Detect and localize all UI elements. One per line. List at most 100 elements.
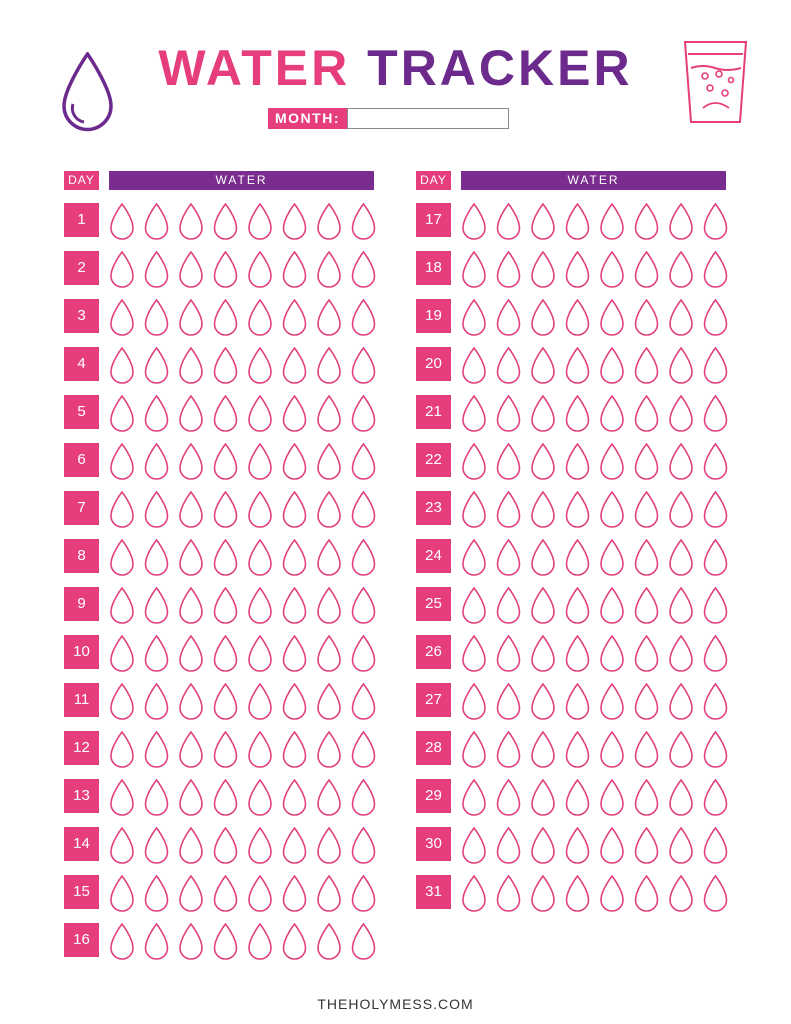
water-drop-checkbox[interactable] <box>565 251 590 288</box>
water-drop-checkbox[interactable] <box>669 443 693 480</box>
water-drop-checkbox[interactable] <box>565 683 590 720</box>
water-drop-checkbox[interactable] <box>531 731 555 768</box>
water-drop-checkbox[interactable] <box>496 539 521 576</box>
water-drop-checkbox[interactable] <box>531 539 555 576</box>
water-drop-checkbox[interactable] <box>531 635 555 672</box>
water-drop-checkbox[interactable] <box>110 923 134 960</box>
water-drop-checkbox[interactable] <box>634 875 659 912</box>
water-drop-checkbox[interactable] <box>248 779 272 816</box>
water-drop-checkbox[interactable] <box>496 875 521 912</box>
water-drop-checkbox[interactable] <box>703 827 728 864</box>
water-drop-checkbox[interactable] <box>669 827 693 864</box>
water-drop-checkbox[interactable] <box>282 683 307 720</box>
water-drop-checkbox[interactable] <box>634 251 659 288</box>
water-drop-checkbox[interactable] <box>462 491 486 528</box>
water-drop-checkbox[interactable] <box>565 875 590 912</box>
water-drop-checkbox[interactable] <box>600 251 624 288</box>
water-drop-checkbox[interactable] <box>531 299 555 336</box>
water-drop-checkbox[interactable] <box>317 731 341 768</box>
water-drop-checkbox[interactable] <box>213 203 238 240</box>
water-drop-checkbox[interactable] <box>531 827 555 864</box>
water-drop-checkbox[interactable] <box>248 587 272 624</box>
water-drop-checkbox[interactable] <box>565 731 590 768</box>
water-drop-checkbox[interactable] <box>703 491 728 528</box>
water-drop-checkbox[interactable] <box>248 443 272 480</box>
water-drop-checkbox[interactable] <box>351 299 376 336</box>
water-drop-checkbox[interactable] <box>703 635 728 672</box>
water-drop-checkbox[interactable] <box>213 491 238 528</box>
water-drop-checkbox[interactable] <box>248 347 272 384</box>
water-drop-checkbox[interactable] <box>496 779 521 816</box>
water-drop-checkbox[interactable] <box>496 491 521 528</box>
water-drop-checkbox[interactable] <box>248 251 272 288</box>
water-drop-checkbox[interactable] <box>144 347 169 384</box>
water-drop-checkbox[interactable] <box>669 251 693 288</box>
water-drop-checkbox[interactable] <box>110 203 134 240</box>
water-drop-checkbox[interactable] <box>282 203 307 240</box>
water-drop-checkbox[interactable] <box>462 299 486 336</box>
water-drop-checkbox[interactable] <box>179 923 203 960</box>
water-drop-checkbox[interactable] <box>179 827 203 864</box>
water-drop-checkbox[interactable] <box>282 779 307 816</box>
water-drop-checkbox[interactable] <box>634 299 659 336</box>
water-drop-checkbox[interactable] <box>213 587 238 624</box>
water-drop-checkbox[interactable] <box>144 875 169 912</box>
water-drop-checkbox[interactable] <box>703 875 728 912</box>
water-drop-checkbox[interactable] <box>110 491 134 528</box>
water-drop-checkbox[interactable] <box>144 443 169 480</box>
water-drop-checkbox[interactable] <box>565 203 590 240</box>
water-drop-checkbox[interactable] <box>634 347 659 384</box>
water-drop-checkbox[interactable] <box>213 683 238 720</box>
water-drop-checkbox[interactable] <box>110 443 134 480</box>
water-drop-checkbox[interactable] <box>213 875 238 912</box>
water-drop-checkbox[interactable] <box>248 731 272 768</box>
water-drop-checkbox[interactable] <box>282 875 307 912</box>
water-drop-checkbox[interactable] <box>531 875 555 912</box>
water-drop-checkbox[interactable] <box>179 395 203 432</box>
water-drop-checkbox[interactable] <box>600 635 624 672</box>
water-drop-checkbox[interactable] <box>462 539 486 576</box>
water-drop-checkbox[interactable] <box>600 539 624 576</box>
water-drop-checkbox[interactable] <box>703 347 728 384</box>
water-drop-checkbox[interactable] <box>600 203 624 240</box>
water-drop-checkbox[interactable] <box>634 683 659 720</box>
water-drop-checkbox[interactable] <box>496 635 521 672</box>
water-drop-checkbox[interactable] <box>179 251 203 288</box>
water-drop-checkbox[interactable] <box>248 203 272 240</box>
water-drop-checkbox[interactable] <box>317 635 341 672</box>
water-drop-checkbox[interactable] <box>110 539 134 576</box>
water-drop-checkbox[interactable] <box>317 587 341 624</box>
water-drop-checkbox[interactable] <box>282 539 307 576</box>
water-drop-checkbox[interactable] <box>565 635 590 672</box>
water-drop-checkbox[interactable] <box>462 203 486 240</box>
water-drop-checkbox[interactable] <box>703 251 728 288</box>
water-drop-checkbox[interactable] <box>179 779 203 816</box>
water-drop-checkbox[interactable] <box>110 683 134 720</box>
water-drop-checkbox[interactable] <box>110 347 134 384</box>
water-drop-checkbox[interactable] <box>351 251 376 288</box>
water-drop-checkbox[interactable] <box>179 539 203 576</box>
water-drop-checkbox[interactable] <box>317 395 341 432</box>
water-drop-checkbox[interactable] <box>703 395 728 432</box>
water-drop-checkbox[interactable] <box>351 587 376 624</box>
water-drop-checkbox[interactable] <box>462 635 486 672</box>
water-drop-checkbox[interactable] <box>600 875 624 912</box>
water-drop-checkbox[interactable] <box>496 731 521 768</box>
water-drop-checkbox[interactable] <box>179 347 203 384</box>
water-drop-checkbox[interactable] <box>144 539 169 576</box>
water-drop-checkbox[interactable] <box>600 443 624 480</box>
water-drop-checkbox[interactable] <box>144 635 169 672</box>
water-drop-checkbox[interactable] <box>144 587 169 624</box>
water-drop-checkbox[interactable] <box>600 779 624 816</box>
water-drop-checkbox[interactable] <box>600 395 624 432</box>
water-drop-checkbox[interactable] <box>317 347 341 384</box>
water-drop-checkbox[interactable] <box>669 779 693 816</box>
water-drop-checkbox[interactable] <box>110 875 134 912</box>
water-drop-checkbox[interactable] <box>600 491 624 528</box>
water-drop-checkbox[interactable] <box>496 443 521 480</box>
water-drop-checkbox[interactable] <box>496 347 521 384</box>
water-drop-checkbox[interactable] <box>179 299 203 336</box>
water-drop-checkbox[interactable] <box>669 587 693 624</box>
water-drop-checkbox[interactable] <box>531 443 555 480</box>
water-drop-checkbox[interactable] <box>144 731 169 768</box>
